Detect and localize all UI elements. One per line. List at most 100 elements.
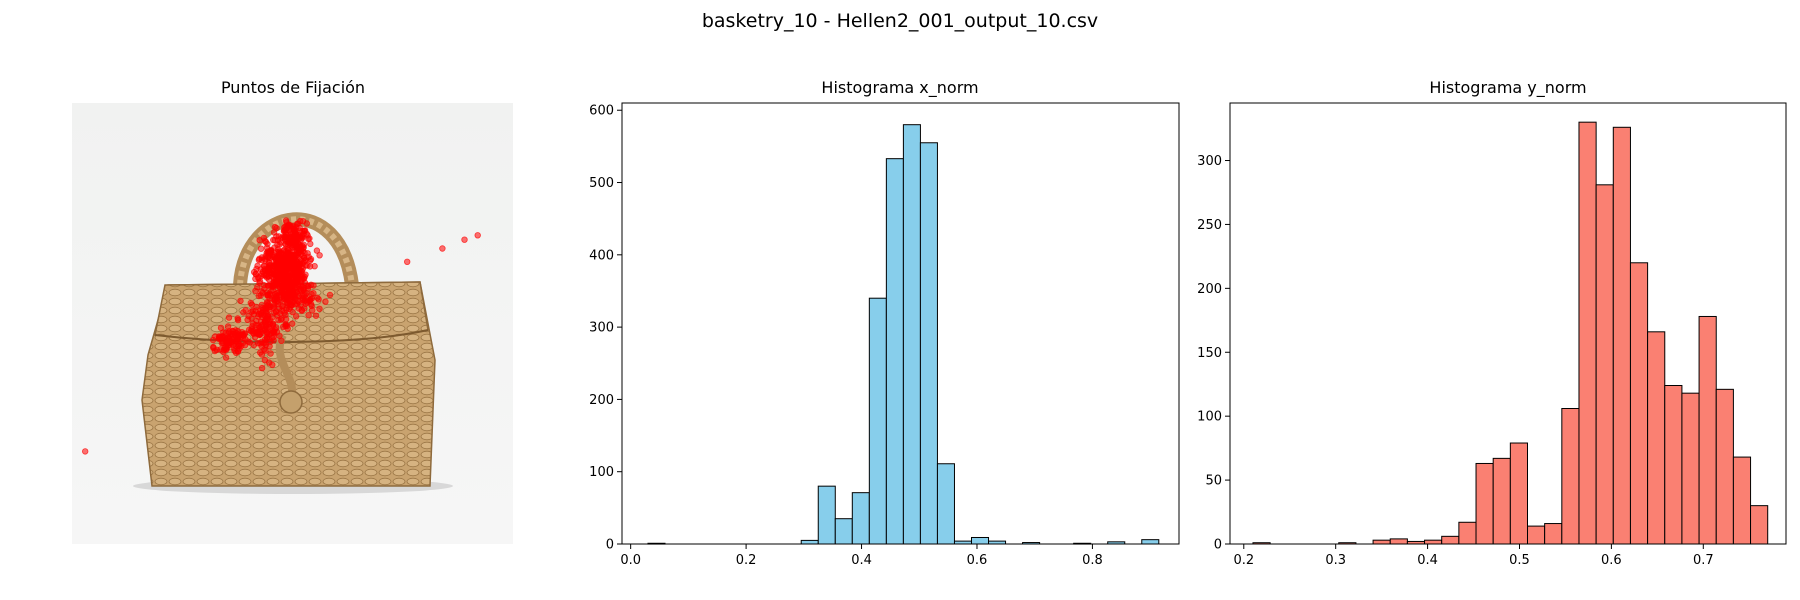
fixation-point: [284, 273, 291, 280]
fixation-point: [258, 272, 265, 280]
hist-y-ytick-label: 250: [1197, 218, 1222, 233]
hist-y-bar: [1424, 539, 1443, 545]
fixation-point: [292, 265, 299, 272]
hist-y-bar: [1509, 442, 1528, 545]
fixation-point: [269, 321, 277, 328]
fixation-point: [257, 330, 264, 338]
fixation-point: [269, 327, 276, 334]
fixation-point: [280, 259, 287, 266]
hist-x-ytick-label: 200: [589, 393, 614, 408]
fixation-point: [284, 255, 292, 263]
fixation-point: [270, 333, 278, 341]
fixation-point: [299, 234, 306, 242]
fixation-point: [234, 316, 242, 324]
hist-y-bar: [1492, 457, 1511, 545]
fixation-point: [304, 282, 311, 289]
fixation-point: [277, 272, 284, 279]
fixation-point: [290, 290, 297, 297]
fixation-point: [213, 346, 220, 353]
fixation-point: [288, 237, 295, 244]
hist-x-bar: [902, 124, 921, 545]
hist-y-xtick-label: 0.4: [1417, 553, 1438, 568]
fixation-point: [310, 290, 317, 297]
fixation-point: [303, 299, 311, 306]
fixation-point: [265, 313, 272, 320]
hist-x-bar: [1141, 539, 1160, 545]
fixation-point: [278, 337, 285, 344]
hist-x-xtick-label: 0.0: [620, 553, 641, 568]
hist-y-bar: [1715, 388, 1734, 545]
hist-y-ytick-label: 150: [1197, 346, 1222, 361]
hist-y-bar: [1595, 184, 1614, 545]
hist-y-xtick-label: 0.2: [1233, 553, 1254, 568]
fixation-point: [248, 315, 255, 322]
hist-x-bars: [647, 124, 1160, 545]
fixation-point: [242, 307, 249, 314]
hist-x-ytick-label: 400: [589, 248, 614, 263]
fixation-point: [253, 303, 260, 311]
fixation-point: [282, 321, 290, 328]
fixation-point: [301, 257, 308, 264]
fixation-point: [262, 321, 269, 328]
figure-suptitle: basketry_10 - Hellen2_001_output_10.csv: [702, 10, 1098, 32]
hist-y-yaxis: 0 50 100 150 200 250 300: [1197, 154, 1230, 553]
hist-x-xaxis: 0.0 0.2 0.4 0.6 0.8: [620, 544, 1103, 568]
hist-y-bar: [1698, 315, 1717, 545]
hist-y-ytick-label: 0: [1214, 538, 1222, 553]
fixation-point: [267, 350, 274, 357]
hist-y-bar: [1372, 539, 1391, 545]
hist-y-ytick-label: 50: [1205, 474, 1222, 489]
fixation-point: [225, 314, 233, 321]
fixation-point: [282, 292, 289, 300]
fixation-point: [284, 283, 291, 290]
hist-x-bar: [885, 158, 904, 545]
hist-x-yaxis: 0 100 200 300 400 500 600: [589, 104, 622, 553]
fixation-point: [283, 267, 290, 274]
fixation-point: [298, 306, 305, 314]
fixation-point: [280, 227, 288, 235]
hist-x-bar: [851, 492, 870, 545]
basket-photo: [72, 103, 513, 544]
fixation-point: [273, 224, 280, 232]
fixation-point: [272, 255, 279, 263]
hist-y-bar: [1629, 262, 1649, 545]
fixation-point: [259, 304, 266, 312]
fixation-point: [308, 295, 315, 302]
fixation-point: [275, 233, 282, 240]
hist-x-bar: [834, 518, 853, 545]
fixation-point: [293, 313, 300, 320]
hist-y-bar: [1441, 535, 1460, 545]
fixation-point: [289, 320, 296, 327]
fixation-point: [258, 351, 265, 358]
fixation-point: [284, 222, 292, 229]
fixation-point: [265, 304, 272, 311]
hist-y-bar: [1527, 525, 1546, 545]
fixation-point: [263, 330, 271, 337]
fixation-point: [257, 245, 265, 252]
hist-x-bar: [868, 297, 887, 545]
fixation-point: [266, 343, 273, 350]
hist-x-xtick-label: 0.6: [967, 553, 988, 568]
fixation-point: [282, 233, 290, 241]
fixation-point: [313, 247, 321, 254]
fixation-point: [260, 234, 268, 242]
hist-y-bar: [1578, 121, 1597, 545]
hist-x-ytick-label: 100: [589, 465, 614, 480]
hist-x-xtick-label: 0.4: [851, 553, 872, 568]
panel-histogram-x: Histograma x_norm 0.0 0.2 0.4 0.6 0.8 0 100 20…: [589, 78, 1180, 568]
hist-y-bar: [1475, 462, 1494, 545]
hist-x-ytick-label: 0: [606, 538, 614, 553]
fixation-point: [220, 346, 228, 354]
fixation-point: [222, 354, 230, 361]
fixation-point: [404, 258, 411, 265]
fixation-point: [245, 326, 253, 334]
fixation-point: [316, 252, 323, 259]
hist-y-frame: [1229, 102, 1787, 545]
fixation-point: [275, 298, 282, 305]
fixation-point: [272, 308, 279, 315]
fixation-point: [250, 268, 258, 276]
fixation-point: [233, 330, 240, 337]
fixation-point: [300, 286, 307, 293]
hist-y-ytick-label: 300: [1197, 154, 1222, 169]
fixation-point: [235, 342, 243, 349]
